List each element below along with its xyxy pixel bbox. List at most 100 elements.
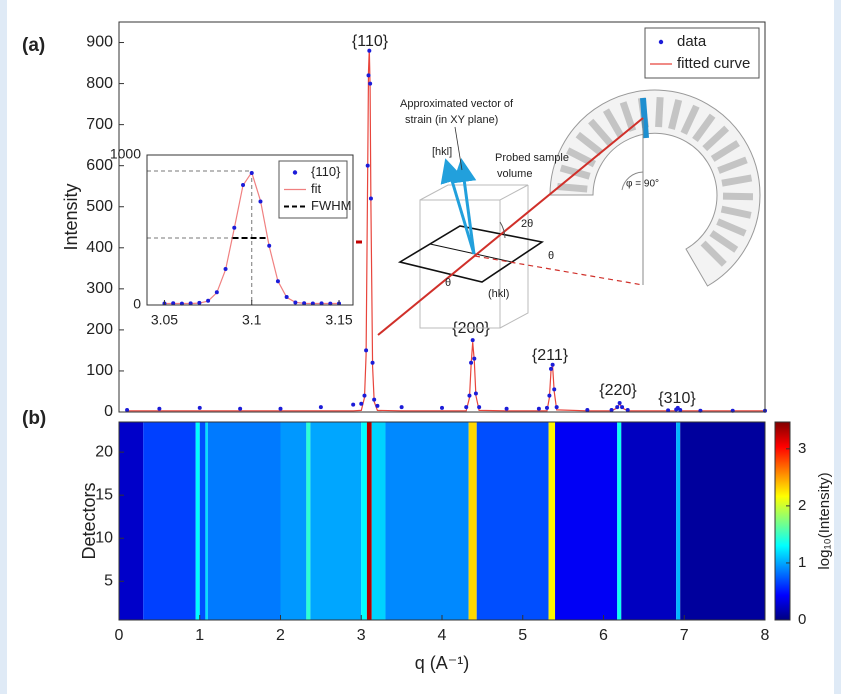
axes-frame [118,21,766,413]
detector-segment [619,101,637,132]
data-point [319,301,324,306]
data-point [293,300,298,305]
schematic-label: (hkl) [488,288,509,300]
heatmap-cell [143,422,196,620]
data-point [249,171,254,175]
y-tick-label: 400 [86,239,113,256]
legend-box [644,27,760,79]
heatmap-cell [621,422,677,620]
heatmap-cell [199,422,206,620]
detector-segment [680,104,700,135]
heatmap-cell [385,422,469,620]
data-point [223,267,228,271]
schematic-label: volume [497,168,532,180]
x-tick-label: 4 [438,627,447,644]
data-point [364,348,369,353]
detector-segment [702,125,730,152]
detector-segment [655,96,664,128]
data-point [666,408,671,413]
x-tick-label: 3 [357,627,366,644]
data-point [302,301,307,306]
y-tick-label: 500 [86,198,113,215]
legend-label: data [677,33,707,50]
y-axis-label: Intensity [61,183,81,250]
x-tick-label: 3.1 [242,312,262,328]
data-point [365,163,370,168]
y-tick-label: 300 [86,280,113,297]
y-tick-label: 100 [86,362,113,379]
heatmap-cell [310,422,362,620]
data-point [615,405,620,410]
colorbar-label: log₁₀(Intensity) [816,472,833,569]
schematic-label: [hkl] [432,146,452,158]
data-point [678,407,683,412]
sample-box [499,185,529,329]
phi-arc [621,171,644,191]
x-tick-label: 8 [761,627,770,644]
schematic-label: θ [548,250,554,262]
legend-label: FWHM [311,198,351,213]
data-point [536,406,541,411]
data-point [241,183,246,187]
schematic-label: θ [445,277,451,289]
heatmap-cell [476,422,549,620]
schematic: Approximated vector of strain (in XY pla… [320,89,761,336]
data-point [258,199,263,204]
y-tick-label: 20 [95,443,113,460]
data-point [609,407,614,412]
heatmap-cell [280,422,307,620]
data-point [625,407,630,412]
legend-label: {110} [311,164,341,179]
y-tick-label: 0 [104,403,113,420]
colorbar-tick-label: 0 [798,611,806,628]
x-axis-label: q (A⁻¹) [415,653,470,673]
detector-segment [692,113,716,143]
data-point [366,73,371,78]
heatmap-cell [119,422,144,620]
heatmap-cell [680,422,765,620]
data-point [477,405,482,410]
data-point [214,290,219,295]
data-point [585,407,590,412]
data-point [399,405,404,410]
y-tick-label: 800 [86,75,113,92]
schematic-label: Probed sample [495,152,569,164]
y-tick-label: 1000 [110,146,141,162]
detector-segments [557,96,754,267]
detector-segment [559,164,591,180]
axes-frame [146,154,354,306]
heatmap-cell [306,422,311,620]
detector-segment [575,131,604,156]
angle-arc [499,221,506,239]
heatmap-cell [548,422,556,620]
peak-label: {220} [599,382,637,399]
data-point [472,356,477,361]
data-point [238,406,243,411]
y-tick-label: 600 [86,157,113,174]
data-point [171,301,176,306]
data-point [549,366,554,371]
detector-segment [716,218,747,237]
data-point [206,298,211,303]
detector-segment [588,118,614,146]
data-point [232,225,237,230]
y-tick-label: 200 [86,321,113,338]
heatmap-cell [468,422,477,620]
x-tick-label: 5 [518,627,527,644]
y-tick-label: 10 [95,529,113,546]
colorbar-tick-label: 2 [798,497,806,514]
panel-label: (a) [22,35,45,56]
y-tick-label: 15 [95,486,113,503]
heatmap-cell [361,422,367,620]
data-point [125,407,130,412]
peak-label: {310} [658,390,696,407]
schematic-label: strain (in XY plane) [405,114,498,126]
colorbar-tick-label: 3 [798,440,806,457]
detector-segment [721,174,753,187]
plane-axis [429,243,513,263]
diffracted-beam [377,117,644,336]
data-point [359,401,364,406]
x-tick-label: 7 [680,627,689,644]
y-tick-label: 0 [133,296,141,312]
